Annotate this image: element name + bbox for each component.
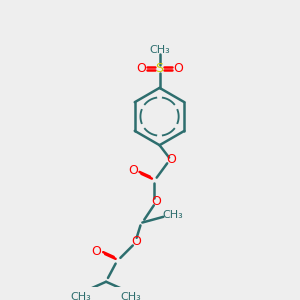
Text: O: O xyxy=(92,245,101,258)
Text: CH₃: CH₃ xyxy=(149,45,170,55)
Text: S: S xyxy=(156,62,164,75)
Text: O: O xyxy=(166,153,176,166)
Text: CH₃: CH₃ xyxy=(121,292,141,300)
Text: O: O xyxy=(151,195,161,208)
Text: O: O xyxy=(173,62,183,75)
Text: O: O xyxy=(128,164,138,178)
Text: CH₃: CH₃ xyxy=(163,210,183,220)
Text: O: O xyxy=(136,62,146,75)
Text: CH₃: CH₃ xyxy=(71,292,92,300)
Text: O: O xyxy=(132,235,142,248)
